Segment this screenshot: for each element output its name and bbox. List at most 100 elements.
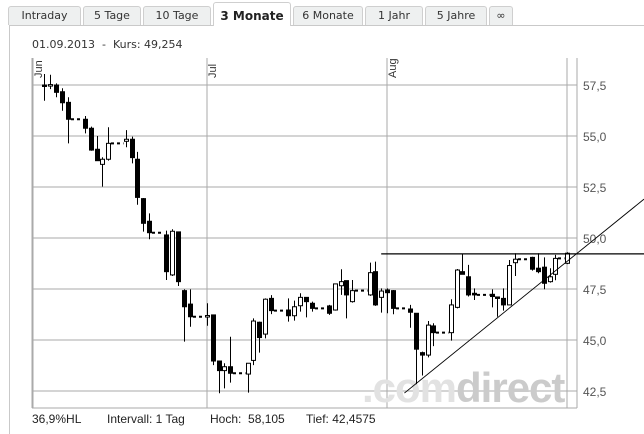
candle-body xyxy=(130,138,135,159)
candle-body xyxy=(460,271,465,275)
candle-body xyxy=(251,320,256,361)
candle-body xyxy=(420,352,425,356)
candle-body xyxy=(298,296,303,307)
tab-5-tage[interactable]: 5 Tage xyxy=(83,6,141,25)
candle-body xyxy=(373,271,378,306)
candle-body xyxy=(385,289,390,294)
candle-body xyxy=(66,101,71,120)
range-tab-bar: Intraday 5 Tage 10 Tage 3 Monate 6 Monat… xyxy=(0,0,644,26)
candle-body xyxy=(211,314,216,362)
candle-body xyxy=(269,297,274,312)
tab-1-jahr[interactable]: 1 Jahr xyxy=(365,6,423,25)
candle-body xyxy=(222,366,227,372)
tab-6-monate[interactable]: 6 Monate xyxy=(293,6,363,25)
candle-body xyxy=(379,290,384,298)
candle-body xyxy=(565,252,570,264)
candle-body xyxy=(176,231,181,283)
rising-support-line xyxy=(404,198,644,394)
candles xyxy=(42,73,570,394)
y-tick-label: 55,0 xyxy=(583,130,607,144)
candle-body xyxy=(507,265,512,306)
candle-body xyxy=(530,256,535,270)
candle-body xyxy=(263,298,268,335)
candle-body xyxy=(542,266,547,284)
y-tick-label: 52,5 xyxy=(583,181,607,195)
candle-body xyxy=(431,325,436,334)
candle-body xyxy=(408,308,413,313)
watermark-part1: .com xyxy=(362,364,456,411)
candle-body xyxy=(188,303,193,318)
comdirect-watermark: .comdirect xyxy=(362,364,565,411)
candle-body xyxy=(553,257,558,275)
candle-body xyxy=(513,258,518,264)
candle-body xyxy=(333,283,338,311)
y-tick-label: 45,0 xyxy=(583,334,607,348)
watermark-part2: direct xyxy=(456,364,565,411)
candle-body xyxy=(310,302,315,309)
candle-body xyxy=(246,362,251,375)
candle-body xyxy=(257,321,262,339)
candle-body xyxy=(89,127,94,151)
tab-bar-divider xyxy=(9,25,644,26)
candle-body xyxy=(286,309,291,317)
tab-10-tage[interactable]: 10 Tage xyxy=(143,6,211,25)
tab-3-monate[interactable]: 3 Monate xyxy=(213,2,291,26)
month-label: Jun xyxy=(33,60,45,78)
candle-body xyxy=(426,324,431,356)
candle-body xyxy=(304,296,309,303)
candle-body xyxy=(350,290,355,303)
candle-body xyxy=(42,84,47,87)
candle-body xyxy=(391,290,396,309)
y-tick-label: 42,5 xyxy=(583,385,607,399)
candle-body xyxy=(217,360,222,372)
candle-body xyxy=(466,276,471,296)
month-label: Aug xyxy=(387,58,399,78)
candle-body xyxy=(205,315,210,318)
footer-hl: 36,9%HL xyxy=(32,412,82,426)
footer-high: Hoch: 58,105 xyxy=(210,412,285,426)
candle-body xyxy=(147,220,152,234)
y-tick-label: 57,5 xyxy=(583,79,607,93)
header-separator: - xyxy=(101,38,106,51)
panel-border xyxy=(9,25,10,434)
header-price: Kurs: 49,254 xyxy=(112,38,183,51)
candle-body xyxy=(536,267,541,273)
candle-body xyxy=(368,272,373,296)
candle-body xyxy=(182,290,187,308)
candle-body xyxy=(495,296,500,299)
y-tick-label: 47,5 xyxy=(583,283,607,297)
footer-low: Tief: 42,4575 xyxy=(306,412,376,426)
candle-body xyxy=(472,292,477,296)
candle-body xyxy=(95,148,100,162)
candle-body xyxy=(124,138,129,142)
candle-body xyxy=(501,297,506,306)
chart-header: 01.09.2013 - Kurs: 49,254 xyxy=(32,38,183,51)
candle-body xyxy=(228,366,233,374)
trend-lines xyxy=(381,198,644,394)
candle-body xyxy=(414,312,419,350)
candle-body xyxy=(344,280,349,296)
candle-body xyxy=(164,234,169,273)
footer-interval: Intervall: 1 Tag xyxy=(107,412,185,426)
candle-body xyxy=(141,198,146,224)
candle-body xyxy=(292,306,297,317)
candle-body xyxy=(54,84,59,93)
candle-body xyxy=(490,293,495,298)
candle-body xyxy=(100,158,105,165)
candle-body xyxy=(548,276,553,283)
tab-intraday[interactable]: Intraday xyxy=(8,6,81,25)
header-date: 01.09.2013 xyxy=(32,38,95,51)
candle-body xyxy=(135,158,140,198)
candle-body xyxy=(455,269,460,308)
candle-body xyxy=(339,281,344,287)
tab-5-jahre[interactable]: 5 Jahre xyxy=(425,6,487,25)
candle-body xyxy=(60,91,65,104)
candle-body xyxy=(106,142,111,160)
candle-body xyxy=(449,304,454,334)
candle-body xyxy=(327,305,332,314)
candle-body xyxy=(48,84,53,87)
candle-body xyxy=(170,230,175,276)
tab-max[interactable]: ∞ xyxy=(489,6,513,25)
